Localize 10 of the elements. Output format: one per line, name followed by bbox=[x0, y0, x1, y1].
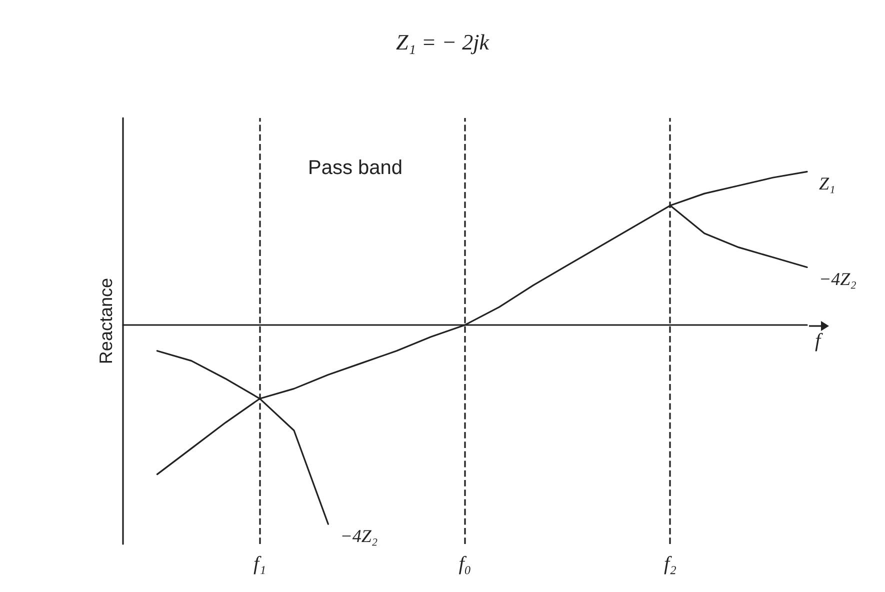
series-label: Z₁ bbox=[819, 174, 836, 194]
series-label: −4Z₂ bbox=[819, 269, 856, 290]
annotation: Pass band bbox=[308, 157, 403, 179]
x-axis-title: f bbox=[815, 330, 823, 352]
x-tick-label: f₂ bbox=[664, 553, 676, 575]
x-tick-label: f₁ bbox=[254, 553, 266, 575]
x-tick-label: f₀ bbox=[458, 553, 472, 575]
y-axis-title: Reactance bbox=[96, 278, 116, 364]
chart-title: Z₁ = − 2jk bbox=[396, 30, 490, 54]
series-label: −4Z₂ bbox=[340, 526, 378, 546]
